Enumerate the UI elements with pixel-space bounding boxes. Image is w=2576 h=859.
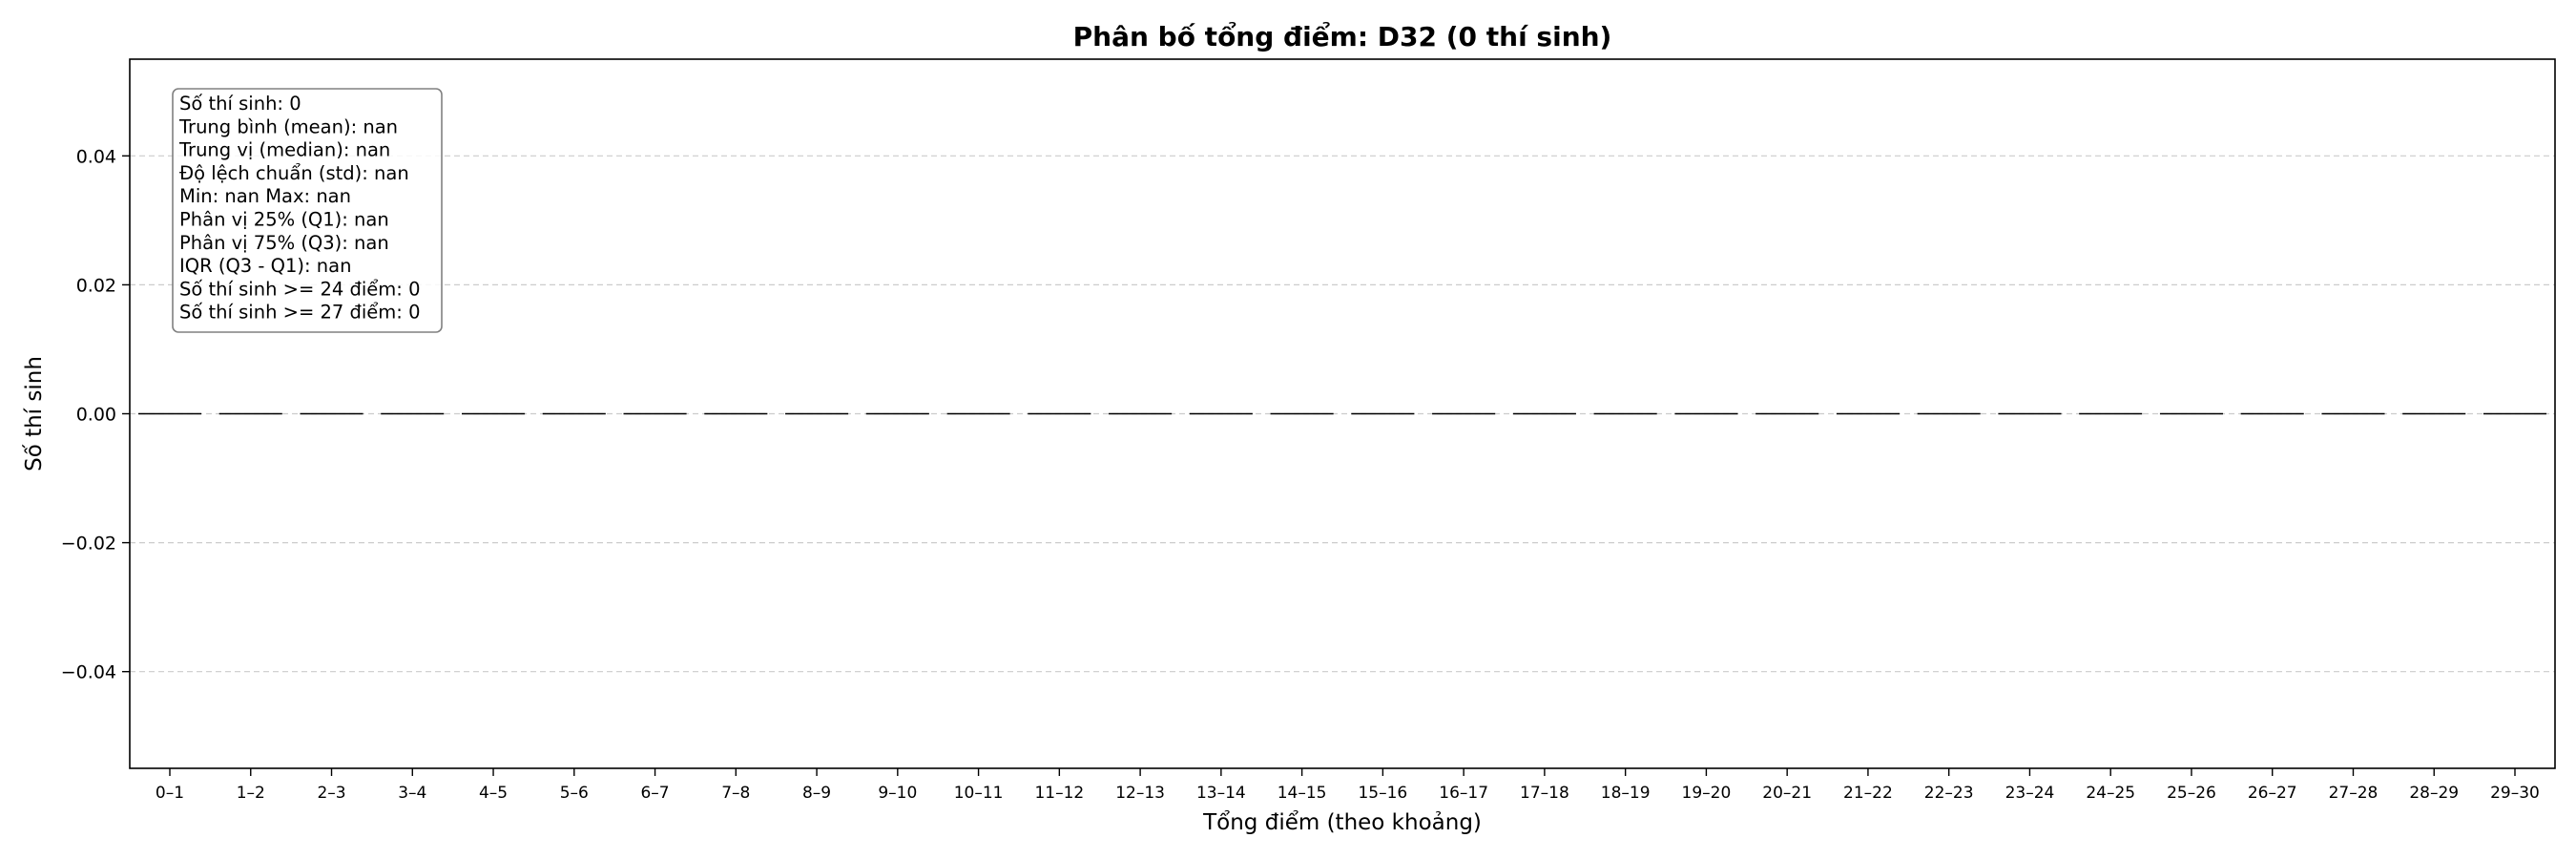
y-axis: −0.04 −0.02 0.00 0.02 0.04 [61,146,130,683]
x-tick-label: 15–16 [1358,784,1407,803]
x-tick-label: 12–13 [1115,784,1165,803]
x-tick-label: 11–12 [1034,784,1084,803]
x-tick-label: 23–24 [2005,784,2055,803]
x-tick-label: 16–17 [1439,784,1488,803]
x-tick-label: 22–23 [1924,784,1974,803]
y-tick-label: −0.04 [61,662,116,683]
grid-lines [130,155,2555,673]
x-tick-label: 18–19 [1601,784,1651,803]
y-tick-label: −0.02 [61,534,116,555]
x-tick-label: 7–8 [721,784,750,803]
x-tick-label: 28–29 [2409,784,2459,803]
x-tick-label: 6–7 [640,784,669,803]
x-tick-label: 2–3 [317,784,345,803]
stats-line: Số thí sinh >= 27 điểm: 0 [179,302,420,324]
x-tick-label: 20–21 [1762,784,1812,803]
x-axis: 0–1 1–2 2–3 3–4 4–5 5–6 6–7 7–8 8–9 9–10 10–11 11–1… [156,768,2540,803]
x-tick-label: 10–11 [954,784,1004,803]
stats-line: Độ lệch chuẩn (std): nan [179,162,409,184]
y-axis-label: Số thí sinh [22,356,47,471]
chart-title: Phân bố tổng điểm: D32 (0 thí sinh) [1073,20,1612,52]
x-tick-label: 17–18 [1520,784,1569,803]
x-tick-label: 27–28 [2329,784,2379,803]
x-tick-label: 8–9 [802,784,831,803]
x-tick-label: 24–25 [2086,784,2135,803]
stats-line: Số thí sinh: 0 [179,93,301,115]
x-tick-label: 5–6 [560,784,589,803]
stats-line: Min: nan Max: nan [179,185,351,207]
x-tick-label: 3–4 [398,784,426,803]
stats-line: Phân vị 75% (Q3): nan [179,232,389,254]
x-axis-label: Tổng điểm (theo khoảng) [1202,810,1482,835]
x-tick-label: 21–22 [1843,784,1893,803]
stats-line: Trung bình (mean): nan [178,115,398,137]
x-tick-label: 4–5 [479,784,508,803]
x-tick-label: 0–1 [156,784,184,803]
stats-line: Phân vị 25% (Q1): nan [179,209,389,231]
y-tick-label: 0.04 [76,146,116,167]
x-tick-label: 1–2 [237,784,265,803]
x-tick-label: 9–10 [878,784,917,803]
y-tick-label: 0.02 [76,275,116,296]
stats-line: Số thí sinh >= 24 điểm: 0 [179,278,420,300]
stats-box-frame [172,88,443,333]
x-tick-label: 13–14 [1196,784,1246,803]
stats-line: Trung vị (median): nan [178,139,390,161]
x-tick-label: 29–30 [2490,784,2540,803]
stats-line: IQR (Q3 - Q1): nan [179,255,351,277]
x-tick-label: 14–15 [1278,784,1327,803]
x-tick-label: 25–26 [2167,784,2216,803]
x-tick-label: 19–20 [1682,784,1732,803]
y-tick-label: 0.00 [76,405,116,426]
x-tick-label: 26–27 [2248,784,2297,803]
